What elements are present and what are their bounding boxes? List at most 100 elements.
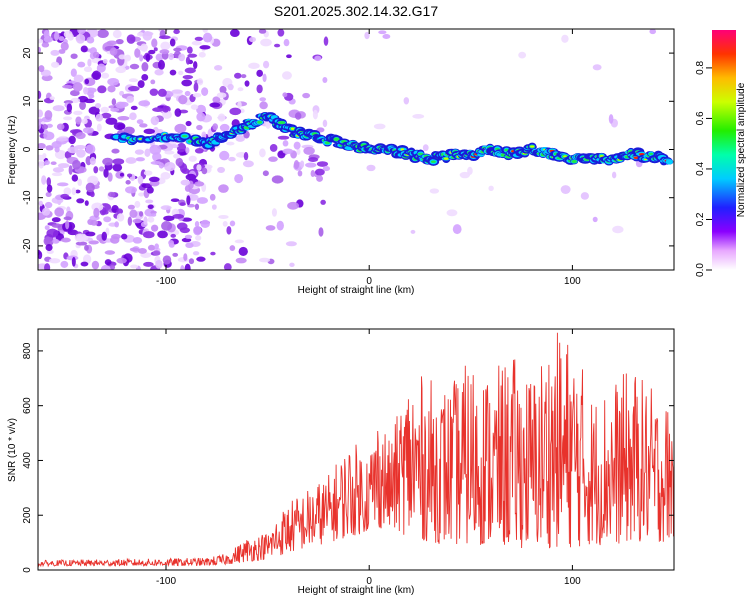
- heatmap-cell: [130, 105, 138, 111]
- heatmap-cell: [179, 202, 186, 206]
- heatmap-cell: [73, 110, 83, 116]
- heatmap-cell: [44, 201, 53, 209]
- heatmap-cell: [237, 101, 242, 109]
- heatmap-cell: [51, 141, 62, 149]
- heatmap-cell: [169, 38, 176, 47]
- heatmap-cell: [148, 176, 160, 183]
- heatmap-cell: [139, 54, 144, 62]
- heatmap-cell: [144, 148, 151, 157]
- heatmap-cell: [75, 33, 86, 44]
- heatmap-cell: [310, 170, 316, 177]
- heatmap-cell: [127, 173, 133, 178]
- heatmap-cell: [155, 259, 163, 269]
- heatmap-cell: [60, 260, 69, 268]
- heatmap-cell: [41, 207, 51, 216]
- heatmap-cell: [318, 227, 324, 237]
- y-tick-label: 800: [22, 342, 33, 359]
- snr-y-label: SNR (10 * v/v): [7, 418, 18, 482]
- heatmap-cell: [308, 157, 319, 163]
- heatmap-cell: [168, 52, 175, 61]
- heatmap-cell: [173, 47, 182, 52]
- heatmap-cell: [580, 192, 589, 200]
- heatmap-cell: [126, 34, 136, 44]
- heatmap-cell: [38, 154, 46, 161]
- heatmap-cell: [209, 193, 216, 201]
- heatmap-cell: [119, 172, 125, 177]
- heatmap-cell: [118, 54, 127, 60]
- heatmap-cell: [147, 244, 156, 251]
- heatmap-cell: [89, 156, 96, 166]
- heatmap-cell: [44, 225, 50, 231]
- heatmap-cell: [96, 123, 102, 132]
- heatmap-cell: [199, 45, 211, 50]
- spectrogram-x-label: Height of straight line (km): [298, 285, 415, 296]
- y-tick-label: 200: [22, 506, 33, 523]
- heatmap-cell: [120, 233, 128, 240]
- heatmap-cell: [71, 256, 76, 267]
- heatmap-cell: [262, 170, 269, 177]
- heatmap-cell: [229, 107, 242, 116]
- heatmap-cell: [150, 213, 157, 217]
- heatmap-cell: [152, 250, 161, 256]
- heatmap-cell: [256, 69, 263, 77]
- heatmap-cell: [293, 141, 301, 150]
- heatmap-cell: [38, 90, 42, 99]
- heatmap-cell: [93, 207, 100, 218]
- heatmap-cell: [228, 156, 236, 162]
- heatmap-cell: [77, 61, 86, 68]
- heatmap-cell: [82, 127, 94, 134]
- heatmap-cell: [146, 186, 154, 194]
- heatmap-cell: [48, 258, 61, 264]
- colorbar-label: Normalized spectral amplitude: [736, 82, 747, 217]
- heatmap-cell: [84, 244, 89, 251]
- heatmap-cell: [95, 113, 104, 122]
- heatmap-cell: [179, 227, 191, 234]
- heatmap-cell: [289, 262, 295, 268]
- heatmap-cell: [195, 235, 202, 241]
- heatmap-cell: [243, 152, 249, 161]
- heatmap-cell: [443, 157, 449, 160]
- heatmap-cell: [101, 112, 112, 119]
- heatmap-cell: [259, 148, 266, 158]
- heatmap-cell: [104, 259, 112, 266]
- heatmap-cell: [417, 152, 424, 155]
- heatmap-cell: [143, 128, 156, 135]
- heatmap-cell: [212, 123, 218, 131]
- heatmap-cell: [38, 160, 44, 169]
- snr-x-label: Height of straight line (km): [298, 585, 415, 596]
- heatmap-cell: [143, 31, 154, 36]
- heatmap-cell: [422, 144, 429, 152]
- spectrogram-y-ticks: -20 -10 0 10 20: [22, 47, 674, 253]
- heatmap-cell: [113, 122, 126, 131]
- heatmap-cell: [111, 148, 120, 154]
- heatmap-cell: [190, 104, 199, 110]
- heatmap-cell: [187, 194, 199, 201]
- heatmap-cell: [400, 148, 405, 151]
- heatmap-cell: [64, 150, 72, 159]
- heatmap-cell: [69, 129, 81, 134]
- heatmap-cell: [128, 78, 139, 83]
- heatmap-cell: [312, 109, 318, 120]
- heatmap-cell: [102, 157, 114, 166]
- heatmap-cell: [500, 153, 506, 157]
- heatmap-cell: [70, 53, 78, 59]
- colorbar-tick-label: 0.4: [695, 162, 706, 176]
- heatmap-cell: [192, 93, 202, 98]
- heatmap-cell: [181, 217, 193, 222]
- heatmap-cell: [91, 70, 102, 81]
- heatmap-cell: [194, 221, 200, 228]
- heatmap-cell: [222, 220, 228, 227]
- heatmap-cell: [305, 162, 317, 168]
- heatmap-cell: [45, 191, 52, 198]
- heatmap-cell: [260, 38, 272, 47]
- heatmap-cell: [129, 112, 137, 121]
- heatmap-cell: [58, 36, 65, 42]
- heatmap-cell: [138, 192, 145, 197]
- heatmap-cell: [38, 109, 44, 118]
- snr-series-line: [38, 332, 674, 568]
- heatmap-cell: [95, 102, 102, 109]
- heatmap-cell: [227, 83, 234, 91]
- figure-title: S201.2025.302.14.32.G17: [274, 3, 438, 19]
- heatmap-cell: [85, 144, 96, 155]
- heatmap-cell: [103, 216, 112, 223]
